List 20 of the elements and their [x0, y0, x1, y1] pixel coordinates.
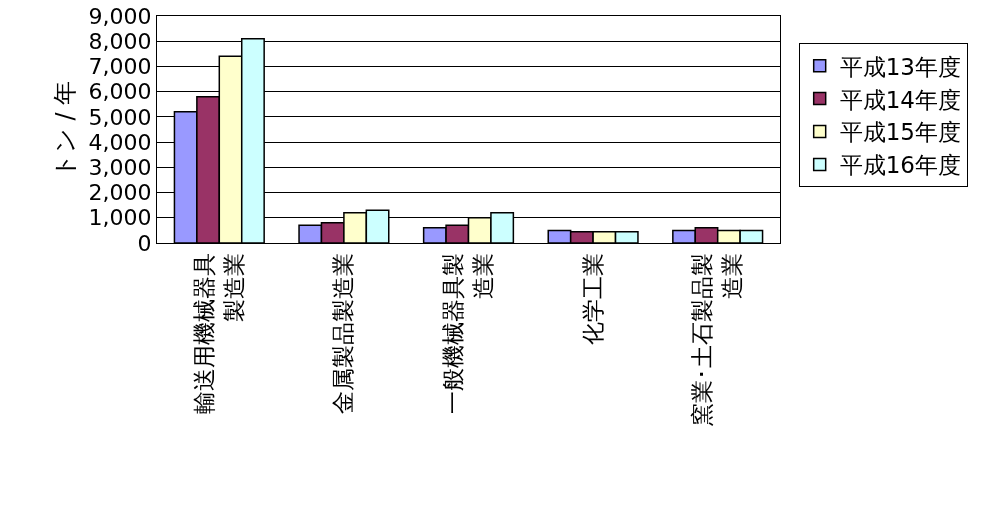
- legend-label: 平成15年度: [839, 119, 961, 146]
- legend-label: 平成16年度: [839, 152, 961, 179]
- legend-label: 平成14年度: [839, 86, 961, 113]
- y-tick-label: 4,000: [88, 129, 152, 155]
- y-tick-label: 7,000: [88, 54, 152, 80]
- legend-label: 平成13年度: [839, 53, 961, 80]
- x-tick-label: 一般機械器具製造業: [440, 253, 496, 415]
- x-tick-label: 化学工業: [579, 253, 606, 346]
- x-tick-label: 窯業･土石製品製造業: [689, 253, 746, 427]
- y-tick-label: 8,000: [88, 28, 152, 54]
- y-tick-label: 5,000: [88, 104, 152, 130]
- y-tick-label: 1,000: [88, 205, 152, 231]
- y-tick-label: 3,000: [88, 155, 152, 181]
- y-axis-title: トン / 年: [50, 80, 79, 179]
- y-tick-label: 0: [137, 230, 152, 256]
- x-tick-label: 金属製品製造業: [330, 253, 357, 415]
- y-tick-label: 2,000: [88, 180, 152, 206]
- y-tick-label: 9,000: [88, 3, 152, 29]
- y-tick-label: 6,000: [88, 79, 152, 105]
- x-tick-label: 輸送用機械器具製造業: [190, 253, 247, 415]
